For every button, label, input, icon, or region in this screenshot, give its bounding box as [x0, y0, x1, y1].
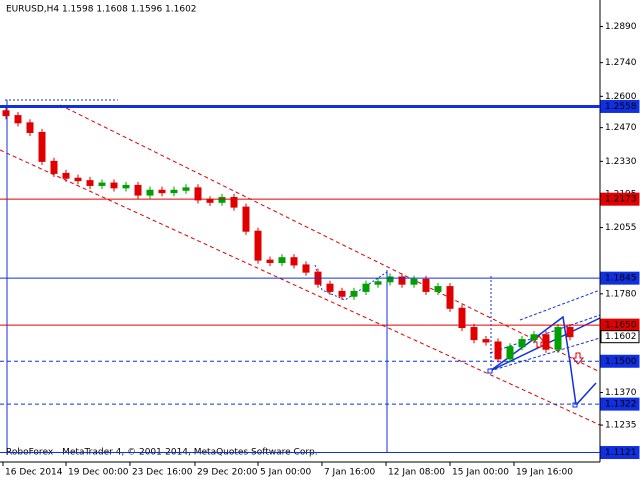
y-tick-label: 1.1235: [605, 421, 637, 431]
candle-body: [542, 334, 550, 350]
candle-body: [422, 278, 430, 292]
candle-body: [470, 327, 478, 341]
candle-body: [566, 327, 574, 338]
candle-body: [38, 131, 46, 162]
candle-body: [110, 182, 118, 189]
price-level-box: [600, 99, 640, 113]
price-level-box: [600, 192, 640, 206]
x-tick-label: 19 Jan 16:00: [516, 468, 573, 478]
x-tick-label: 23 Dec 16:00: [132, 468, 193, 478]
price-level-label: 1.1650: [605, 321, 637, 331]
price-level-label: 1.2173: [605, 195, 637, 205]
candle-body: [146, 189, 154, 196]
candle-body: [2, 110, 10, 117]
price-level-label: 1.2558: [605, 102, 637, 112]
candle-body: [254, 230, 262, 261]
candle-body: [278, 257, 286, 264]
y-tick-label: 1.2055: [605, 223, 637, 233]
candle-body: [218, 196, 226, 203]
candle-body: [446, 286, 454, 309]
candle-body: [194, 187, 202, 201]
candle-body: [326, 283, 334, 292]
candle-body: [506, 346, 514, 360]
candle-body: [494, 341, 502, 360]
price-level-box: [600, 397, 640, 411]
candle-body: [410, 278, 418, 285]
candle-body: [74, 177, 82, 182]
candle-body: [374, 281, 382, 285]
candle-body: [134, 184, 142, 196]
candle-body: [158, 189, 166, 194]
candle-body: [362, 283, 370, 292]
price-level-box: [600, 330, 640, 344]
candle-body: [518, 339, 526, 348]
candle-body: [386, 276, 394, 283]
y-tick-label: 1.2600: [605, 92, 637, 102]
x-tick-label: 29 Dec 20:00: [197, 468, 258, 478]
price-level-box: [600, 354, 640, 368]
y-tick-label: 1.1370: [605, 388, 637, 398]
candle-body: [338, 290, 346, 297]
candle-body: [482, 339, 490, 343]
candle-body: [242, 206, 250, 232]
y-tick-label: 1.2740: [605, 58, 637, 68]
chart-title: EURUSD,H4 1.1598 1.1608 1.1596 1.1602: [6, 5, 197, 15]
y-tick-label: 1.2890: [605, 22, 637, 32]
y-tick-label: 1.1780: [605, 289, 637, 299]
x-tick-label: 12 Jan 08:00: [388, 468, 445, 478]
candle-body: [554, 327, 562, 350]
candle-body: [170, 189, 178, 194]
x-tick-label: 16 Dec 2014: [5, 468, 63, 478]
price-level-box: [600, 271, 640, 285]
analysis-drawings: [0, 99, 601, 455]
candle-body: [86, 180, 94, 186]
price-level-label: 1.1500: [605, 357, 637, 367]
candle-body: [230, 196, 238, 208]
candle-body: [302, 264, 310, 273]
candle-body: [182, 187, 190, 191]
x-tick-label: 7 Jan 16:00: [324, 468, 376, 478]
candle-body: [290, 257, 298, 266]
candle-body: [26, 122, 34, 133]
x-tick-label: 15 Jan 00:00: [452, 468, 509, 478]
y-tick-label: 1.2330: [605, 157, 637, 167]
price-level-label: 1.1602: [605, 332, 637, 342]
price-level-label: 1.1845: [605, 274, 637, 284]
candle-body: [50, 160, 58, 174]
candle-body: [530, 334, 538, 341]
candle-body: [98, 182, 106, 186]
candle-body: [458, 307, 466, 329]
x-tick-label: 19 Dec 00:00: [68, 468, 129, 478]
candle-body: [206, 199, 214, 203]
candle-body: [350, 290, 358, 297]
price-level-box: [600, 446, 640, 460]
y-tick-label: 1.2470: [605, 123, 637, 133]
candle-body: [14, 115, 22, 124]
candle-body: [266, 259, 274, 264]
price-level-label: 1.1121: [605, 448, 637, 458]
candle-body: [398, 276, 406, 285]
candle-body: [62, 172, 70, 179]
candle-body: [434, 286, 442, 292]
candle-body: [122, 184, 130, 189]
x-tick-label: 5 Jan 00:00: [260, 468, 312, 478]
price-level-label: 1.1322: [605, 400, 637, 410]
